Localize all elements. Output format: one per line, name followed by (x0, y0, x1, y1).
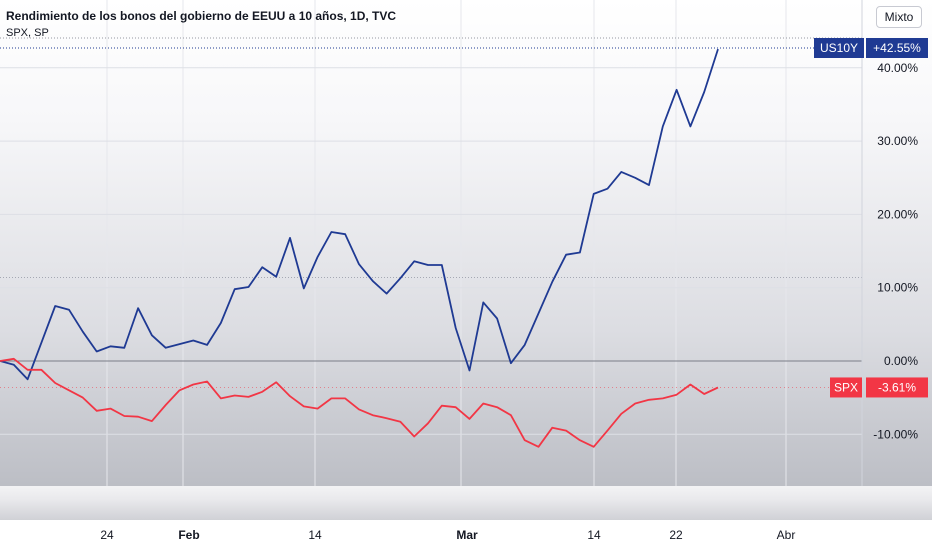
y-tick-label: 10.00% (877, 281, 918, 295)
x-tick-label: Mar (456, 528, 478, 542)
series-line-spx[interactable] (0, 357, 719, 448)
series-line-us10y[interactable] (0, 48, 719, 381)
us10y-value-tag (866, 38, 928, 58)
y-tick-label: 0.00% (884, 354, 918, 368)
time-axis[interactable] (0, 520, 932, 550)
x-tick-label: 22 (669, 528, 683, 542)
legend-block: Rendimiento de los bonos del gobierno de… (6, 8, 396, 41)
spx-value-tag (866, 377, 928, 398)
spx-value-label: -3.61% (878, 380, 916, 394)
x-tick-label: Abr (777, 528, 796, 542)
spx-symbol-tag (830, 377, 862, 398)
us10y-symbol-label: US10Y (820, 41, 858, 55)
compare-symbol-legend: SPX, SP (6, 27, 49, 39)
x-tick-label: 14 (587, 528, 601, 542)
pane-separator[interactable] (0, 486, 932, 520)
spx-symbol-label: SPX (834, 380, 858, 394)
x-tick-label: Feb (178, 528, 199, 542)
y-tick-label: 30.00% (877, 134, 918, 148)
us10y-symbol-tag (814, 38, 864, 58)
chart-title: Rendimiento de los bonos del gobierno de… (6, 9, 397, 23)
x-tick-label: 14 (308, 528, 322, 542)
us10y-value-label: +42.55% (873, 41, 921, 55)
x-tick-label: 24 (100, 528, 114, 542)
y-tick-label: -10.00% (873, 427, 918, 441)
y-tick-label: 20.00% (877, 207, 918, 221)
scale-mode-button[interactable]: Mixto (876, 6, 922, 28)
y-tick-label: 40.00% (877, 61, 918, 75)
